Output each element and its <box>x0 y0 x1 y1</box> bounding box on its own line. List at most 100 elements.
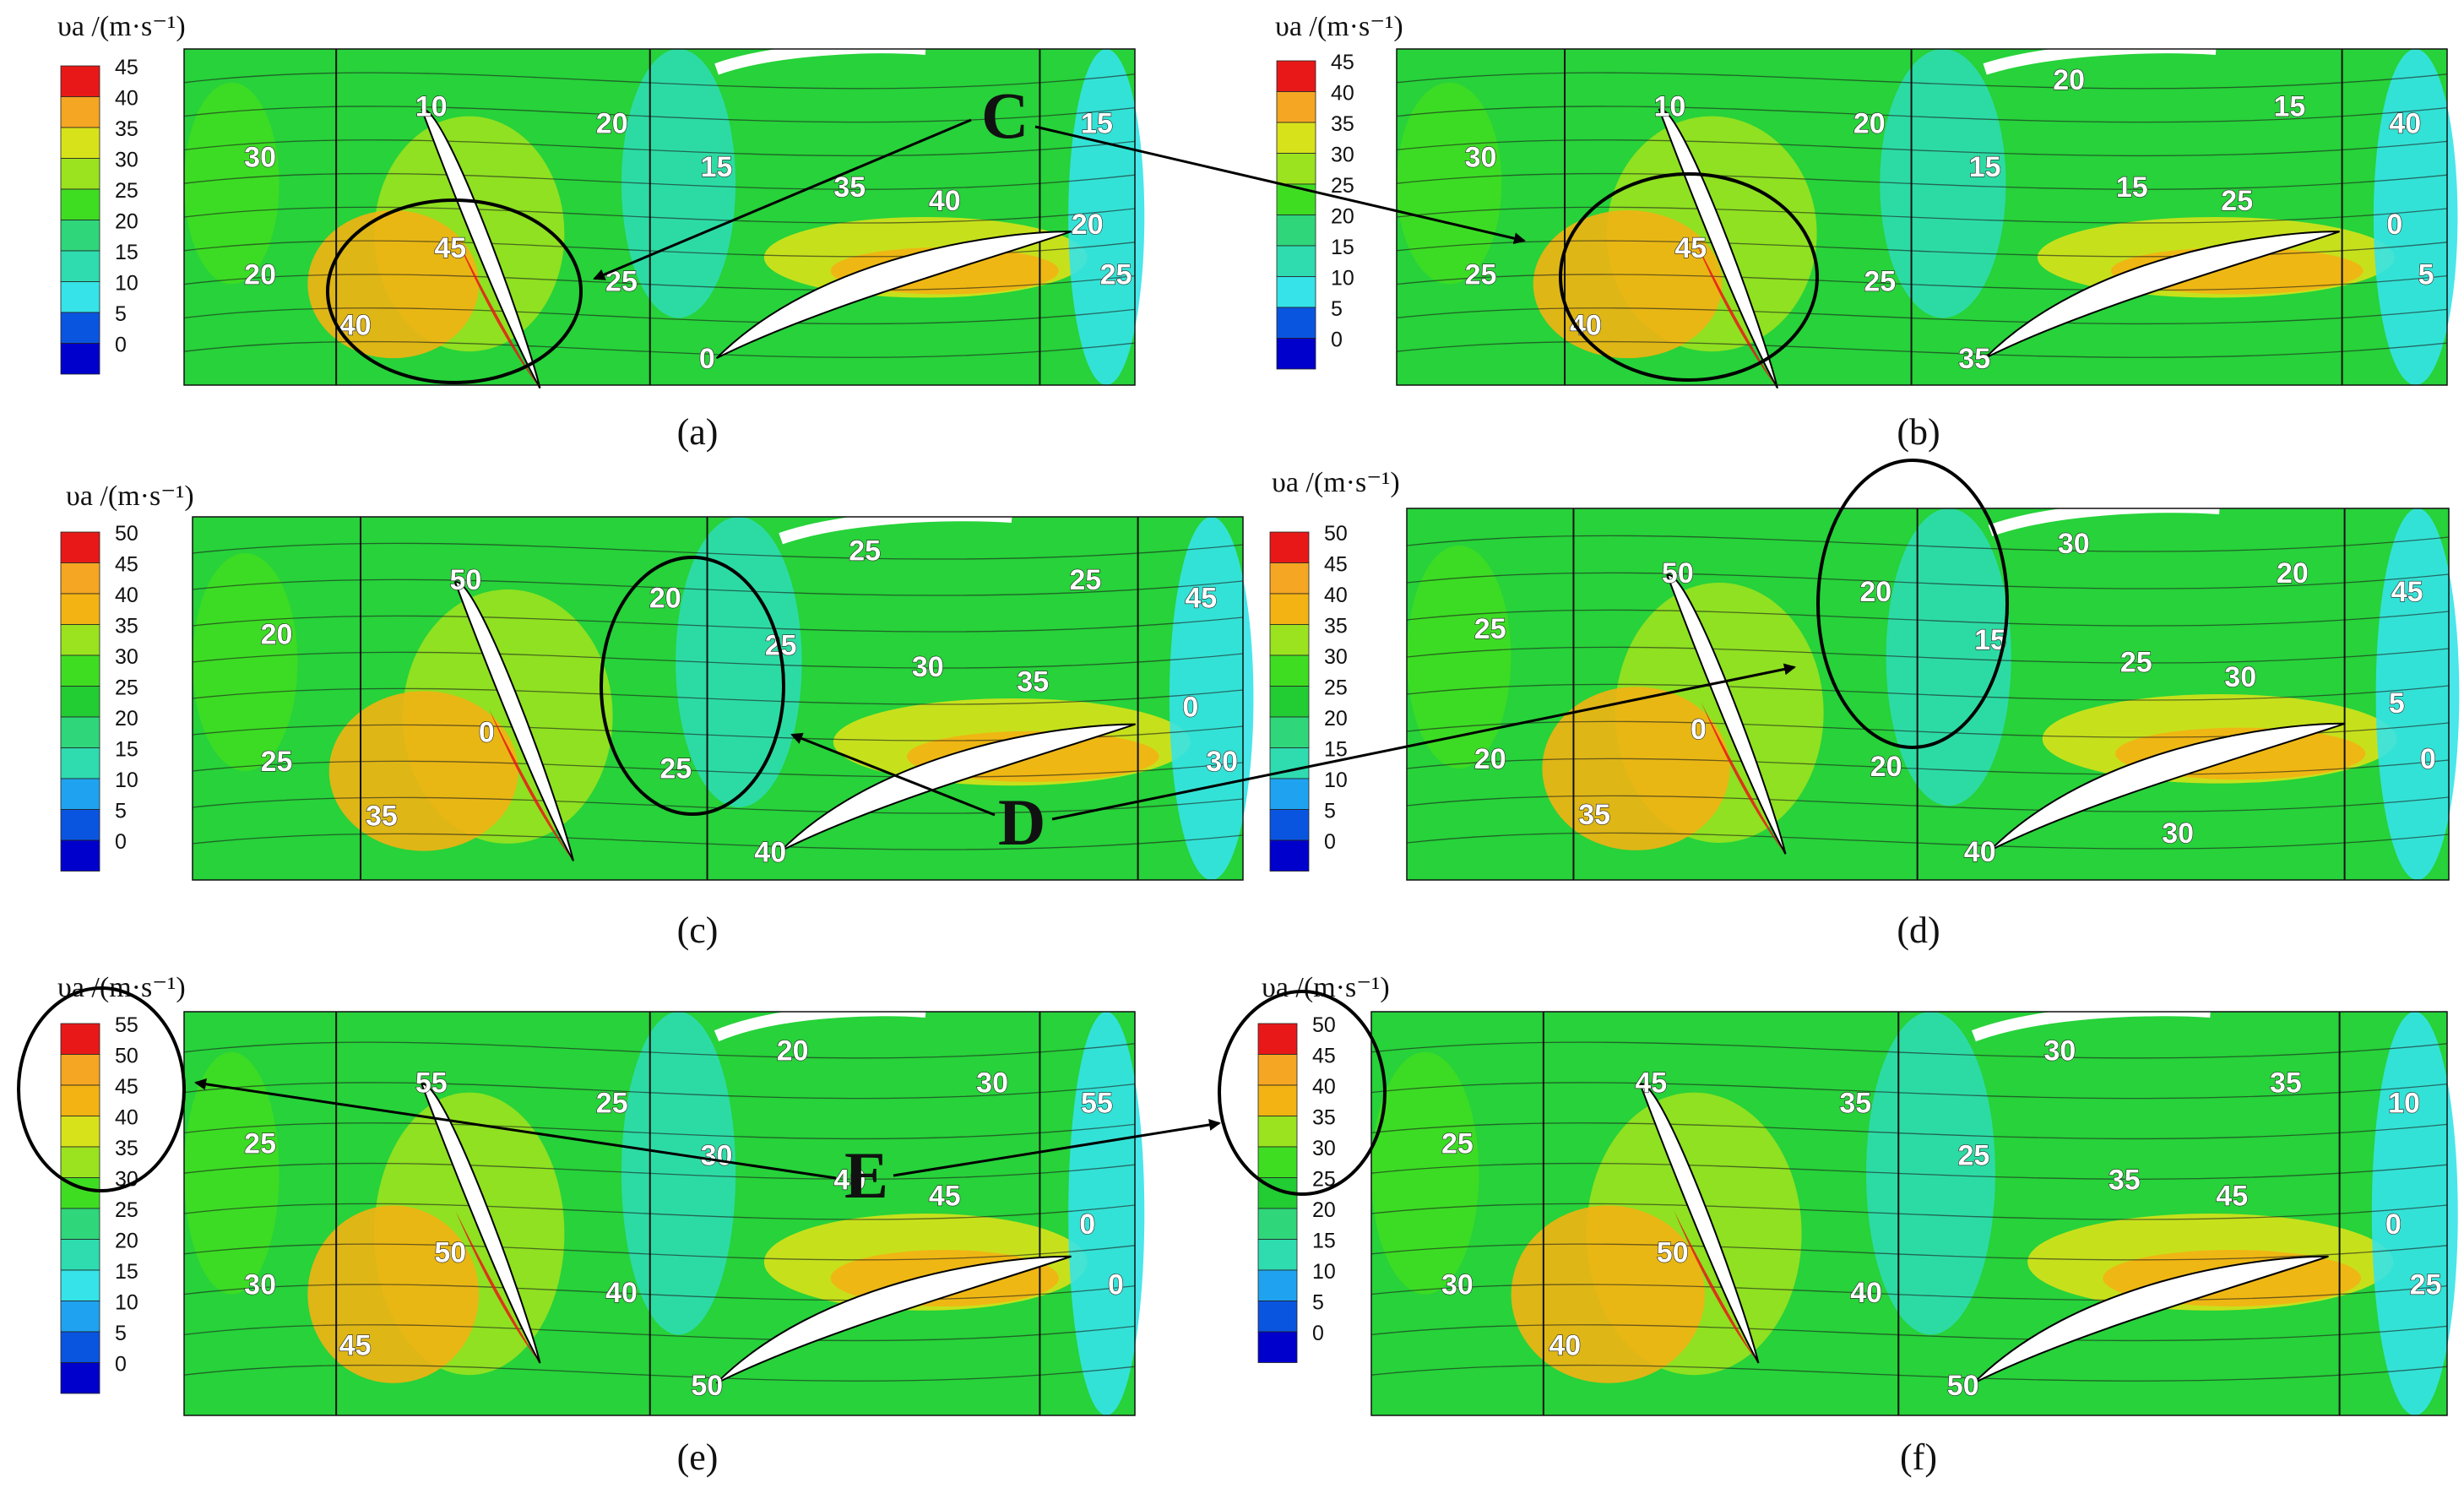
contour-region <box>1068 49 1145 385</box>
legend-tick-label: 50 <box>115 522 138 546</box>
contour-value-label: 20 <box>1859 576 1891 608</box>
legend-tick-label: 5 <box>115 800 127 823</box>
contour-region <box>307 210 480 359</box>
contour-value-label: 35 <box>2109 1164 2141 1196</box>
legend-tick-label: 55 <box>115 1013 138 1037</box>
legend-swatch <box>60 1331 100 1363</box>
contour-value-label: 15 <box>2273 91 2305 123</box>
contour-value-label: 25 <box>2410 1269 2442 1301</box>
legend-swatch <box>1269 531 1310 563</box>
legend-swatch <box>60 158 100 190</box>
rotor-blade-top <box>1971 1004 2212 1042</box>
legend-tick-label: 40 <box>115 584 138 607</box>
legend-tick-label: 40 <box>1312 1075 1336 1099</box>
contour-value-label: 25 <box>2120 647 2152 679</box>
contour-value-label: 0 <box>699 343 715 375</box>
legend-swatch <box>60 65 100 97</box>
stator-blade <box>421 108 541 389</box>
legend-swatch <box>60 809 100 841</box>
contour-region <box>328 691 518 851</box>
legend-tick-label: 15 <box>115 241 138 264</box>
legend-swatch <box>60 747 100 779</box>
contour-line <box>192 651 1244 669</box>
contour-value-label: 10 <box>2388 1088 2420 1120</box>
contour-line <box>1396 340 2448 358</box>
legend-tick-label: 35 <box>1324 615 1348 638</box>
legend-tick-label: 5 <box>115 1322 127 1345</box>
legend-tick-label: 35 <box>115 1137 138 1160</box>
contour-line <box>183 206 1136 224</box>
contour-line <box>192 796 1244 814</box>
legend-tick-label: 30 <box>115 149 138 172</box>
panel-f: υa /(m·s⁻¹)50454035302520151050253040504… <box>1257 972 2458 1478</box>
legend-swatch <box>1276 338 1316 370</box>
legend-swatch <box>1257 1146 1298 1178</box>
legend-swatch <box>60 250 100 282</box>
contour-value-label: 20 <box>244 259 276 291</box>
legend-swatch <box>1276 215 1316 247</box>
legend-tick-label: 10 <box>1331 267 1354 291</box>
contour-value-label: 30 <box>244 1269 276 1301</box>
legend-swatch <box>1276 122 1316 154</box>
contour-region <box>1533 210 1723 359</box>
legend-swatch <box>60 1146 100 1178</box>
legend-tick-label: 40 <box>1324 584 1348 607</box>
contour-plot: 25 30 45 50 55 25 30 40 40 45 50 55 00 20 30 <box>183 1004 1145 1416</box>
plot-frame <box>1370 1011 2448 1416</box>
legend-tick-label: 25 <box>1324 676 1348 700</box>
contour-value-label: 30 <box>244 141 276 173</box>
contour-region <box>2371 1012 2458 1415</box>
contour-value-label: 10 <box>1654 91 1686 123</box>
legend-tick-label: 35 <box>1331 112 1354 136</box>
contour-line <box>183 172 1136 190</box>
legend-swatch <box>1276 307 1316 339</box>
contour-value-label: 30 <box>701 1140 733 1172</box>
contour-value-label: 45 <box>1185 583 1217 615</box>
legend-tick-label: 5 <box>1324 800 1336 823</box>
legend-tick-label: 10 <box>115 272 138 296</box>
contour-value-label: 30 <box>2058 528 2090 560</box>
contour-value-label: 25 <box>1958 1140 1990 1172</box>
legend-swatch <box>60 839 100 872</box>
contour-line <box>183 274 1136 291</box>
panel-caption: (f) <box>1900 1437 1937 1478</box>
contour-line <box>183 1284 1136 1301</box>
contour-region <box>1511 1205 1705 1383</box>
contour-value-label: 20 <box>596 108 628 140</box>
legend-swatch <box>1257 1301 1298 1333</box>
contour-line <box>1370 1122 2448 1140</box>
panel-d: υa /(m·s⁻¹)50454035302520151050252035050… <box>1269 467 2460 951</box>
contour-value-label: 20 <box>777 1035 809 1067</box>
legend-tick-label: 5 <box>115 302 127 326</box>
legend-swatch <box>60 343 100 375</box>
legend-swatch <box>1276 153 1316 185</box>
contour-value-label: 40 <box>1549 1329 1581 1361</box>
contour-line <box>183 1324 1136 1342</box>
legend-swatch <box>60 562 100 595</box>
contour-region <box>1407 546 1512 769</box>
legend-tick-label: 0 <box>115 334 127 357</box>
contour-line <box>1370 1324 2448 1342</box>
rotor-blade-top <box>1988 501 2220 536</box>
legend-tick-label: 0 <box>115 1353 127 1377</box>
legend-swatch <box>60 188 100 220</box>
legend-tick-label: 5 <box>1312 1291 1324 1315</box>
legend-tick-label: 45 <box>115 56 138 79</box>
contour-value-label: 30 <box>1206 746 1238 778</box>
contour-line <box>1370 1082 2448 1100</box>
color-legend: 45 40 35 30 25 20 15 10 5 0 <box>60 56 138 375</box>
contour-line <box>192 687 1244 705</box>
contour-value-label: 20 <box>1870 751 1902 783</box>
contour-line <box>1370 1203 2448 1220</box>
legend-tick-label: 15 <box>1312 1230 1336 1253</box>
rotor-blade-top <box>714 1004 926 1042</box>
legend-tick-label: 10 <box>115 769 138 792</box>
contour-value-label: 50 <box>1947 1370 1979 1402</box>
